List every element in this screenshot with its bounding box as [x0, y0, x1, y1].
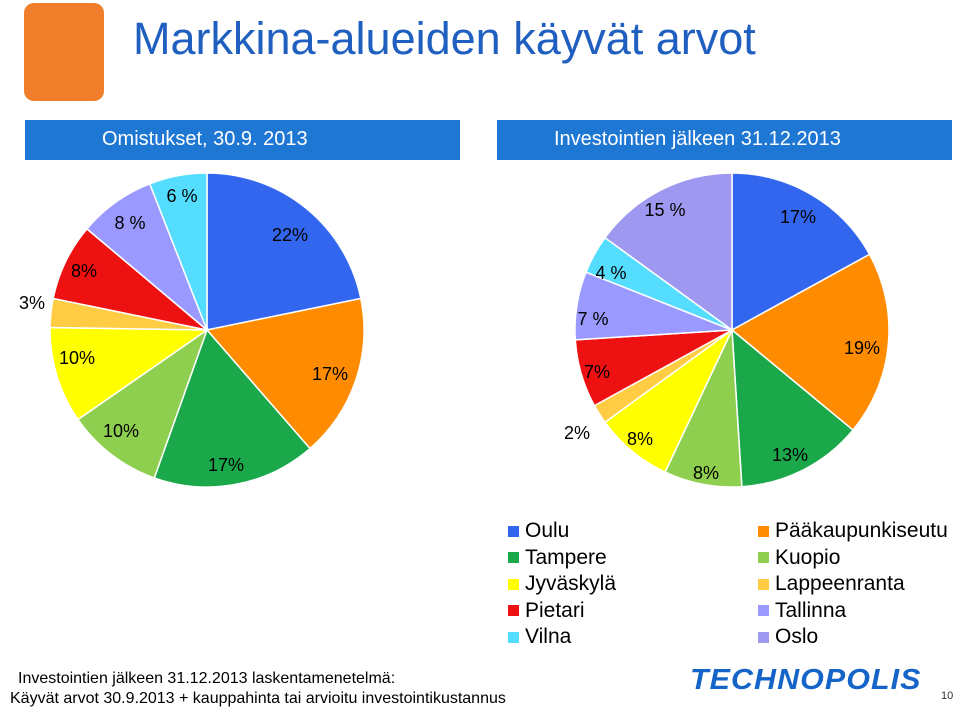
pie-left-slice-vilna [148, 172, 208, 331]
legend-swatch [508, 578, 519, 590]
pie-left-label-tampere: 17% [208, 455, 244, 475]
legend-item: Kuopio [758, 545, 948, 572]
pie-left-slice-kuopio [76, 328, 209, 479]
pie-left-label-kuopio: 10% [103, 421, 139, 441]
legend-item: Lappeenranta [758, 571, 948, 598]
pie-right-label-kuopio: 8% [693, 463, 719, 483]
legend-item: Oslo [758, 624, 948, 651]
page-title: Markkina-alueiden käyvät arvot [133, 13, 756, 64]
legend-swatch [508, 525, 519, 537]
legend-label: Lappeenranta [775, 572, 905, 595]
legend-label: Jyväskylä [525, 572, 617, 595]
legend-swatch [508, 631, 519, 643]
brand-logo: TECHNOPOLIS [690, 664, 922, 696]
pie-right-slice-pääkaupunkiseutu [730, 253, 890, 432]
legend-item: Pääkaupunkiseutu [758, 518, 948, 545]
band-right-title: Investointien jälkeen 31.12.2013 [554, 128, 841, 150]
pie-left-label-jyväskylä: 10% [59, 348, 95, 368]
legend-label: Oulu [525, 519, 570, 542]
pie-right-slice-oslo [603, 172, 733, 332]
band-left-title: Omistukset, 30.9. 2013 [102, 128, 308, 150]
pie-left-label-oulu: 22% [272, 225, 308, 245]
footnote: Investointien jälkeen 31.12.2013 laskent… [10, 669, 506, 709]
pie-right-label-pietari: 7% [584, 362, 610, 382]
legend-swatch [508, 605, 519, 617]
pie-right-label-tallinna: 7 % [577, 309, 608, 329]
pie-right-label-oulu: 17% [780, 207, 816, 227]
pie-left-label-pietari: 8% [71, 261, 97, 281]
legend-column-2: Pääkaupunkiseutu Kuopio Lappeenranta Tallin… [758, 518, 948, 651]
footnote-line-2: Käyvät arvot 30.9.2013 + kauppahinta tai… [10, 690, 506, 707]
pie-left-label-lappeenranta: 3% [19, 293, 45, 313]
band-left [25, 120, 460, 160]
legend-label: Kuopio [775, 545, 841, 569]
pie-right-label-pääkaupunkiseutu: 19% [844, 338, 880, 358]
logo-square [24, 3, 104, 101]
legend-item: Tallinna [758, 598, 948, 625]
legend-item: Jyväskylä [508, 571, 616, 598]
legend-label: Tallinna [775, 598, 847, 622]
legend-swatch [758, 578, 769, 590]
pie-left-slice-jyväskylä [49, 326, 210, 421]
legend-item: Vilna [508, 624, 616, 651]
legend-label: Vilna [525, 625, 572, 648]
pie-left-label-vilna: 6 % [166, 186, 197, 206]
pie-right-slice-tampere [731, 328, 855, 488]
pie-right-label-tampere: 13% [772, 445, 808, 465]
pie-left-slice-pääkaupunkiseutu [205, 297, 365, 450]
band-right [497, 120, 952, 160]
pie-left-label-pääkaupunkiseutu: 17% [312, 364, 348, 384]
legend-label: Tampere [525, 545, 607, 569]
pie-right-label-jyväskylä: 8% [627, 429, 653, 449]
legend-swatch [758, 552, 769, 564]
legend-label: Pietari [525, 598, 585, 622]
pie-right-label-vilna: 4 % [595, 263, 626, 283]
page-number: 10 [941, 690, 954, 702]
pie-right-label-lappeenranta: 2% [564, 423, 590, 443]
legend-item: Pietari [508, 598, 616, 625]
legend-swatch [758, 525, 769, 537]
legend-label: Pääkaupunkiseutu [775, 519, 948, 542]
footnote-line-1: Investointien jälkeen 31.12.2013 laskent… [18, 670, 396, 687]
pie-right-slice-oulu [731, 172, 871, 332]
legend-swatch [758, 605, 769, 617]
legend-label: Oslo [775, 625, 819, 648]
legend-item: Oulu [508, 518, 616, 545]
pie-left-slice-oulu [206, 172, 362, 331]
legend-column-1: Oulu Tampere Jyväskylä Pietari Vilna [508, 518, 616, 651]
legend-swatch [758, 631, 769, 643]
pie-left-label-tallinna: 8 % [114, 213, 145, 233]
legend-item: Tampere [508, 545, 616, 572]
pie-right-label-oslo: 15 % [644, 200, 685, 220]
legend-swatch [508, 552, 519, 564]
